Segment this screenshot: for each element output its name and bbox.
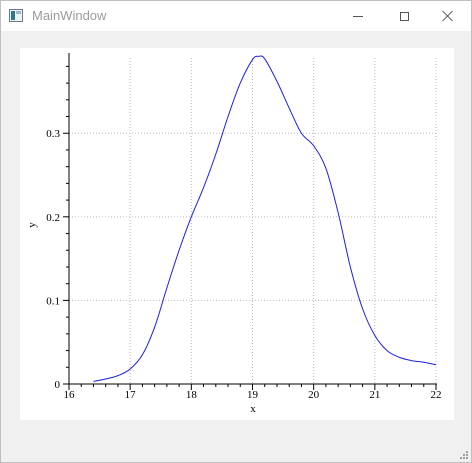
maximize-icon [399, 11, 409, 21]
x-tick-label: 16 [64, 389, 76, 401]
minimize-icon [353, 15, 363, 17]
grid [69, 58, 437, 384]
y-tick-label: 0.1 [46, 295, 60, 307]
ticks: 16 17 18 19 20 21 22 0 0.1 0.2 0.3 [46, 65, 442, 401]
y-tick-label: 0.3 [46, 128, 60, 140]
y-tick-label: 0 [55, 379, 61, 391]
minimize-button[interactable] [335, 1, 381, 31]
title-bar[interactable]: MainWindow [1, 1, 471, 31]
y-axis-label: y [26, 222, 38, 228]
x-axis-label: x [250, 403, 256, 415]
x-tick-label: 17 [125, 389, 136, 401]
plot-widget: 16 17 18 19 20 21 22 0 0.1 0.2 0.3 x y [20, 48, 454, 420]
x-tick-label: 18 [186, 389, 198, 401]
x-tick-label: 20 [308, 389, 320, 401]
close-icon [442, 10, 454, 22]
series [93, 55, 437, 382]
density-curve [93, 55, 437, 382]
x-tick-label: 21 [369, 389, 380, 401]
window-title: MainWindow [32, 8, 107, 23]
app-window-icon [9, 9, 23, 22]
maximize-button[interactable] [381, 1, 427, 31]
line-chart: 16 17 18 19 20 21 22 0 0.1 0.2 0.3 x y [26, 53, 442, 415]
close-button[interactable] [425, 1, 471, 31]
x-tick-label: 22 [431, 389, 442, 401]
y-tick-label: 0.2 [46, 212, 60, 224]
resize-grip-icon[interactable] [460, 451, 468, 459]
x-tick-label: 19 [247, 389, 259, 401]
